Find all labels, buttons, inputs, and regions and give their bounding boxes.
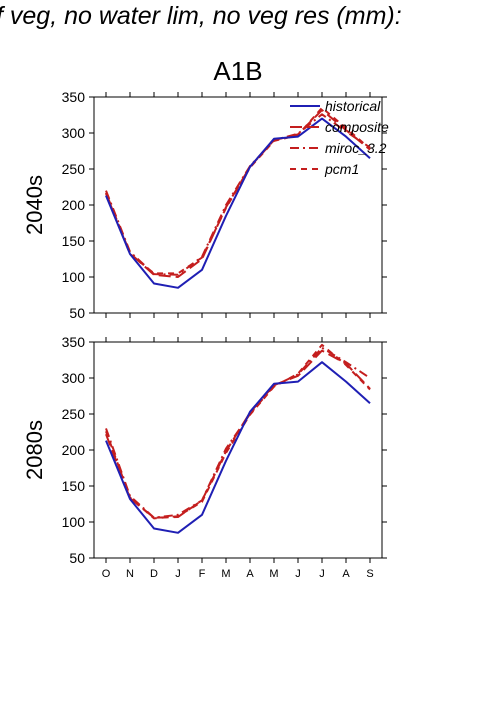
series-line-pcm1 [105, 106, 371, 275]
x-tick-label: J [319, 568, 325, 580]
x-tick-label: J [295, 568, 301, 580]
y-tick-label: 100 [62, 269, 86, 285]
x-tick-label: A [246, 568, 254, 580]
x-tick-label: J [175, 568, 181, 580]
x-tick-label: D [150, 568, 158, 580]
y-tick-label: 200 [62, 197, 86, 213]
x-tick-label: M [221, 568, 230, 580]
y-tick-label: 100 [62, 514, 86, 530]
x-tick-label: O [102, 568, 111, 580]
series-line-pcm1 [105, 343, 371, 520]
y-axis-label: 2080s [22, 420, 47, 480]
y-tick-label: 250 [62, 406, 86, 422]
panel-title: A1B [213, 56, 262, 86]
legend: historical composite miroc_3.2 pcm1 [290, 98, 389, 177]
chart-panel-2: 50 100 150 200 250 300 350 O N D J F M A M J J A S 2080s [22, 334, 387, 580]
legend-label: historical [325, 98, 381, 114]
page-title: f veg, no water lim, no veg res (mm): [0, 2, 402, 30]
x-tick-label: S [366, 568, 373, 580]
series-line-historical [105, 117, 371, 289]
y-tick-label: 350 [62, 89, 86, 105]
legend-label: pcm1 [324, 161, 359, 177]
y-tick-label: 300 [62, 370, 86, 386]
series-line-historical [105, 361, 371, 534]
y-tick-label: 50 [69, 550, 85, 566]
x-tick-label: A [342, 568, 350, 580]
y-tick-label: 50 [69, 305, 85, 321]
x-tick-label: M [269, 568, 278, 580]
series-line-miroc-3-2 [105, 113, 371, 276]
series-line-miroc-3-2 [105, 346, 371, 519]
plot-frame [93, 341, 383, 559]
x-tick-label: F [199, 568, 206, 580]
y-tick-label: 150 [62, 233, 86, 249]
y-tick-label: 150 [62, 478, 86, 494]
legend-label: miroc_3.2 [325, 140, 387, 156]
chart-panel-1: 50 100 150 200 250 300 350 A1B 2040s historical co… [22, 56, 389, 321]
legend-label: composite [325, 119, 389, 135]
y-tick-label: 250 [62, 161, 86, 177]
x-tick-label: N [126, 568, 134, 580]
y-tick-label: 350 [62, 334, 86, 350]
y-axis-label: 2040s [22, 175, 47, 235]
y-tick-label: 300 [62, 125, 86, 141]
y-tick-label: 200 [62, 442, 86, 458]
